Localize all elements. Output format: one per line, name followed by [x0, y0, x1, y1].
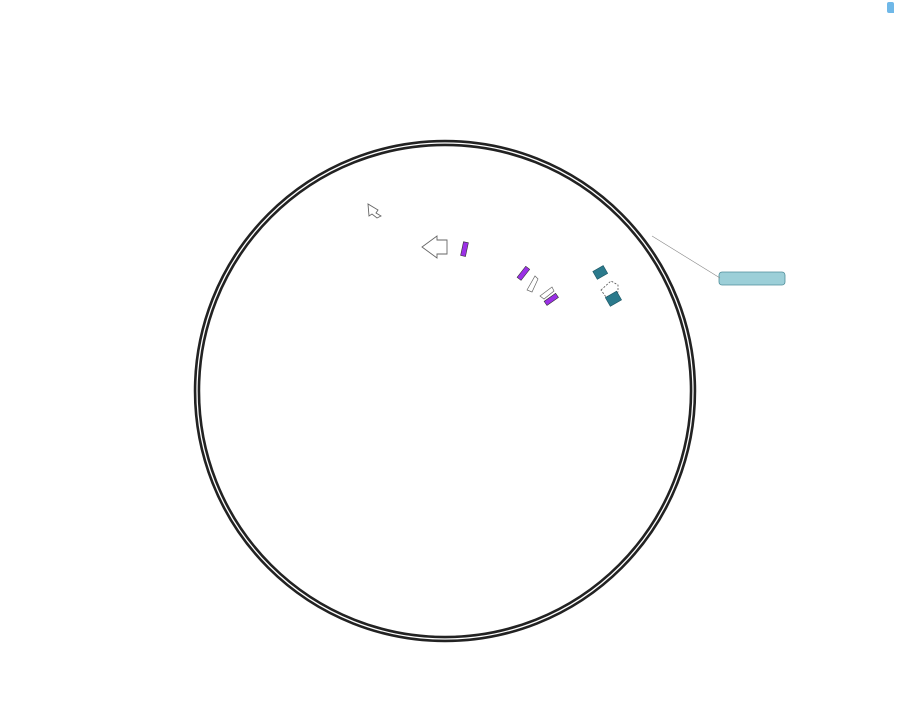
feature-cap-binding-site-box[interactable] — [604, 290, 622, 307]
feature-t3-promoter[interactable] — [539, 286, 559, 306]
feature-lac-operator-box-1[interactable] — [592, 265, 609, 280]
feature-t7-promoter[interactable] — [460, 241, 469, 257]
feature-t7-promoter-2[interactable] — [516, 265, 539, 293]
feature-rrnb-t2-terminator[interactable] — [367, 203, 382, 219]
feature-rrnb-t1-terminator[interactable] — [421, 235, 448, 259]
snapgene-logo-icon — [887, 2, 894, 13]
plasmid-backbone — [193, 139, 697, 643]
snapgene-credit — [884, 2, 897, 13]
feature-label-lac-operator[interactable] — [718, 271, 786, 286]
